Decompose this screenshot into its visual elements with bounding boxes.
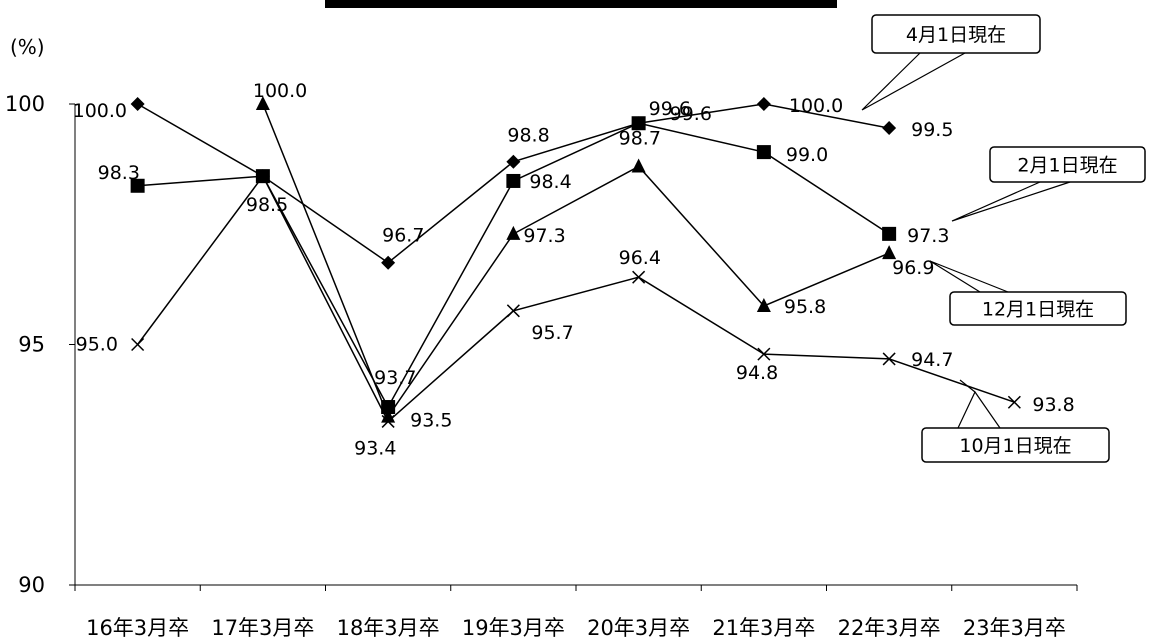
square-marker bbox=[756, 145, 771, 160]
x-marker bbox=[381, 414, 395, 428]
triangle-marker bbox=[381, 408, 396, 423]
diamond-marker bbox=[381, 255, 396, 270]
data-label: 99.5 bbox=[911, 119, 953, 141]
data-label: 100.0 bbox=[253, 80, 307, 102]
callout-pointer bbox=[951, 181, 1071, 222]
x-marker bbox=[882, 352, 896, 366]
legend-callout: 4月1日現在 bbox=[861, 14, 1041, 111]
data-label: 95.7 bbox=[531, 322, 573, 344]
square-marker bbox=[631, 116, 646, 131]
data-label: 100.0 bbox=[789, 95, 843, 117]
y-tick-label: 95 bbox=[18, 333, 45, 357]
data-label: 94.8 bbox=[736, 362, 778, 384]
legend-label: 10月1日現在 bbox=[959, 435, 1071, 457]
series-lines bbox=[136, 103, 1015, 423]
series-line bbox=[136, 174, 1015, 423]
callout-pointer bbox=[861, 52, 966, 111]
axes: 90 95 100 16年3月卒 17年3月卒 18年3月卒 19年3月卒 20年3月卒 21年… bbox=[5, 92, 1078, 640]
callout-pointer bbox=[957, 379, 1001, 429]
data-label: 96.4 bbox=[619, 247, 661, 269]
data-label: 98.4 bbox=[529, 171, 571, 193]
x-tick-label: 22年3月卒 bbox=[838, 616, 941, 640]
series-line bbox=[262, 103, 890, 419]
legend-callout: 10月1日現在 bbox=[921, 379, 1110, 463]
markers bbox=[130, 96, 1021, 428]
diamond-marker bbox=[130, 97, 145, 111]
data-label: 99.6 bbox=[649, 98, 691, 120]
square-marker bbox=[130, 178, 145, 193]
title-bar bbox=[325, 0, 837, 8]
triangle-marker bbox=[255, 96, 270, 110]
x-tick-label: 23年3月卒 bbox=[963, 616, 1066, 640]
x-tick-label: 19年3月卒 bbox=[462, 616, 565, 640]
data-label: 95.0 bbox=[76, 334, 118, 356]
diamond-marker bbox=[882, 121, 897, 136]
data-label: 98.3 bbox=[98, 162, 140, 184]
data-label: 99.6 bbox=[670, 103, 712, 125]
triangle-marker bbox=[882, 245, 897, 260]
data-label: 96.9 bbox=[892, 257, 934, 279]
y-tick-label: 100 bbox=[5, 92, 45, 116]
x-marker bbox=[1007, 395, 1021, 409]
data-label: 100.0 bbox=[73, 100, 127, 122]
x-marker bbox=[131, 337, 145, 352]
unit-label: (%) bbox=[10, 35, 45, 59]
data-label: 98.5 bbox=[246, 194, 288, 216]
diamond-marker bbox=[756, 97, 771, 111]
diamond-marker bbox=[506, 154, 521, 169]
legend-callout: 2月1日現在 bbox=[951, 146, 1146, 222]
data-label: 95.8 bbox=[784, 296, 826, 318]
triangle-marker bbox=[756, 298, 771, 313]
callout-box bbox=[989, 146, 1146, 183]
legend-callout: 12月1日現在 bbox=[929, 260, 1127, 326]
x-tick-label: 16年3月卒 bbox=[86, 616, 189, 640]
legend-label: 4月1日現在 bbox=[906, 24, 1006, 46]
data-label: 94.7 bbox=[911, 349, 953, 371]
data-label: 97.3 bbox=[523, 225, 565, 247]
callout-box bbox=[949, 291, 1127, 326]
x-marker bbox=[632, 270, 646, 284]
triangle-marker bbox=[631, 158, 646, 173]
x-tick-label: 21年3月卒 bbox=[712, 616, 815, 640]
square-marker bbox=[882, 226, 897, 241]
legend-label: 12月1日現在 bbox=[982, 299, 1094, 321]
square-marker bbox=[381, 400, 396, 415]
data-label: 98.7 bbox=[619, 128, 661, 150]
data-label: 93.4 bbox=[354, 437, 396, 459]
x-marker bbox=[256, 169, 270, 183]
data-label: 97.3 bbox=[907, 225, 949, 247]
data-label: 96.7 bbox=[382, 225, 424, 247]
data-label: 98.8 bbox=[507, 125, 549, 147]
x-marker bbox=[757, 347, 771, 361]
triangle-marker bbox=[506, 225, 521, 240]
x-tick-label: 18年3月卒 bbox=[337, 616, 440, 640]
data-label: 93.7 bbox=[374, 367, 416, 389]
x-marker bbox=[506, 304, 520, 318]
callout-pointer bbox=[929, 260, 1009, 293]
legend-label: 2月1日現在 bbox=[1017, 155, 1117, 177]
callout-box bbox=[871, 14, 1041, 54]
x-tick-label: 17年3月卒 bbox=[211, 616, 314, 640]
square-marker bbox=[506, 173, 521, 188]
y-tick-label: 90 bbox=[18, 573, 45, 597]
data-label: 99.0 bbox=[786, 144, 828, 166]
callout-box bbox=[921, 427, 1110, 463]
data-label: 93.5 bbox=[410, 410, 452, 432]
legend-callouts: 4月1日現在 2月1日現在 12月1日現在 10月1日現在 bbox=[861, 14, 1146, 463]
x-tick-label: 20年3月卒 bbox=[587, 616, 690, 640]
data-label: 93.8 bbox=[1032, 394, 1074, 416]
data-labels: 100.0 96.7 98.8 100.0 99.5 98.3 98.5 93.7 98.4 99… bbox=[73, 80, 1075, 459]
